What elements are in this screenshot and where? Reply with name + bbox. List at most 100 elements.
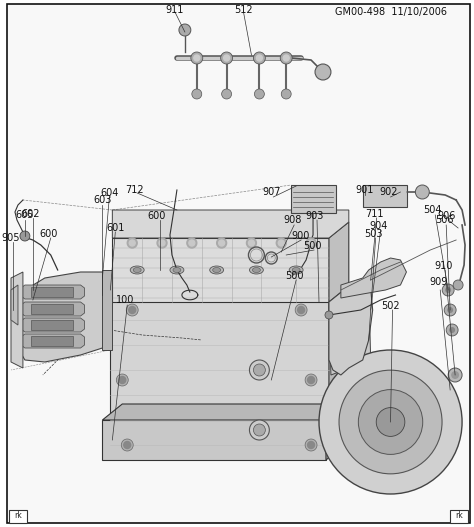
Text: rk: rk xyxy=(14,512,22,521)
Circle shape xyxy=(444,304,456,316)
Circle shape xyxy=(308,240,314,246)
Text: GM00-498  11/10/2006: GM00-498 11/10/2006 xyxy=(335,7,447,17)
Circle shape xyxy=(278,240,284,246)
Text: 601: 601 xyxy=(106,223,125,233)
Text: 906: 906 xyxy=(437,211,456,221)
Text: 910: 910 xyxy=(434,261,452,271)
Bar xyxy=(31,320,73,330)
Polygon shape xyxy=(21,302,84,316)
Text: 100: 100 xyxy=(116,295,135,305)
Text: 903: 903 xyxy=(306,211,324,221)
Circle shape xyxy=(451,371,459,379)
Ellipse shape xyxy=(253,268,260,272)
Ellipse shape xyxy=(210,266,224,274)
Ellipse shape xyxy=(213,268,220,272)
Polygon shape xyxy=(341,258,406,298)
Polygon shape xyxy=(112,222,349,238)
Ellipse shape xyxy=(289,266,303,274)
Circle shape xyxy=(339,370,442,474)
Circle shape xyxy=(255,89,264,99)
Circle shape xyxy=(280,52,292,64)
Text: 603: 603 xyxy=(93,195,111,205)
Circle shape xyxy=(308,376,315,384)
Circle shape xyxy=(192,89,202,99)
Circle shape xyxy=(358,389,423,454)
Circle shape xyxy=(283,55,289,61)
Circle shape xyxy=(446,324,458,336)
Circle shape xyxy=(116,374,128,386)
Text: 512: 512 xyxy=(234,5,253,15)
Circle shape xyxy=(194,55,200,61)
Ellipse shape xyxy=(173,268,181,272)
Polygon shape xyxy=(112,238,329,302)
Text: 604: 604 xyxy=(100,188,118,198)
Circle shape xyxy=(224,55,229,61)
Circle shape xyxy=(220,52,233,64)
Polygon shape xyxy=(11,272,23,368)
Circle shape xyxy=(306,238,316,248)
Polygon shape xyxy=(112,210,349,238)
Circle shape xyxy=(248,240,255,246)
Text: 506: 506 xyxy=(435,215,454,225)
Polygon shape xyxy=(110,284,349,300)
Polygon shape xyxy=(11,285,18,325)
Circle shape xyxy=(129,240,135,246)
Polygon shape xyxy=(21,285,84,299)
Text: 902: 902 xyxy=(379,187,398,197)
Polygon shape xyxy=(21,318,84,332)
Text: 909: 909 xyxy=(429,277,447,287)
Text: 905: 905 xyxy=(2,233,20,243)
Circle shape xyxy=(191,52,203,64)
Circle shape xyxy=(445,287,451,293)
Circle shape xyxy=(295,304,307,316)
Circle shape xyxy=(319,350,462,494)
Text: 901: 901 xyxy=(356,185,374,195)
Circle shape xyxy=(20,231,30,241)
Circle shape xyxy=(453,280,463,290)
Circle shape xyxy=(129,307,136,314)
Text: 500: 500 xyxy=(303,241,321,251)
Circle shape xyxy=(124,442,131,448)
Text: rk: rk xyxy=(455,512,463,521)
Circle shape xyxy=(127,238,137,248)
Circle shape xyxy=(298,307,305,314)
Circle shape xyxy=(254,52,265,64)
Ellipse shape xyxy=(133,268,141,272)
Circle shape xyxy=(157,238,167,248)
Polygon shape xyxy=(329,284,349,455)
Circle shape xyxy=(256,55,263,61)
Polygon shape xyxy=(102,270,112,350)
Text: 502: 502 xyxy=(381,301,400,311)
Circle shape xyxy=(249,360,269,380)
Polygon shape xyxy=(21,334,84,348)
Ellipse shape xyxy=(292,268,300,272)
Bar xyxy=(31,287,73,297)
Polygon shape xyxy=(110,300,329,455)
Polygon shape xyxy=(329,280,373,375)
Circle shape xyxy=(254,424,265,436)
Circle shape xyxy=(305,439,317,451)
Text: 900: 900 xyxy=(291,231,310,241)
Circle shape xyxy=(281,89,291,99)
Circle shape xyxy=(217,238,227,248)
Circle shape xyxy=(189,240,195,246)
Bar xyxy=(9,510,27,523)
Text: 711: 711 xyxy=(365,209,384,219)
Text: 503: 503 xyxy=(365,229,383,239)
Circle shape xyxy=(447,307,453,313)
Circle shape xyxy=(325,311,333,319)
Text: 907: 907 xyxy=(262,187,281,197)
Circle shape xyxy=(315,64,331,80)
Circle shape xyxy=(442,284,454,296)
Text: 600: 600 xyxy=(148,211,166,221)
Circle shape xyxy=(305,374,317,386)
Circle shape xyxy=(119,376,126,384)
Text: 605: 605 xyxy=(16,210,34,220)
Polygon shape xyxy=(329,280,371,375)
Circle shape xyxy=(415,185,429,199)
Circle shape xyxy=(187,238,197,248)
Polygon shape xyxy=(18,272,110,362)
Text: 712: 712 xyxy=(125,185,144,195)
Circle shape xyxy=(376,407,405,436)
Circle shape xyxy=(246,238,256,248)
